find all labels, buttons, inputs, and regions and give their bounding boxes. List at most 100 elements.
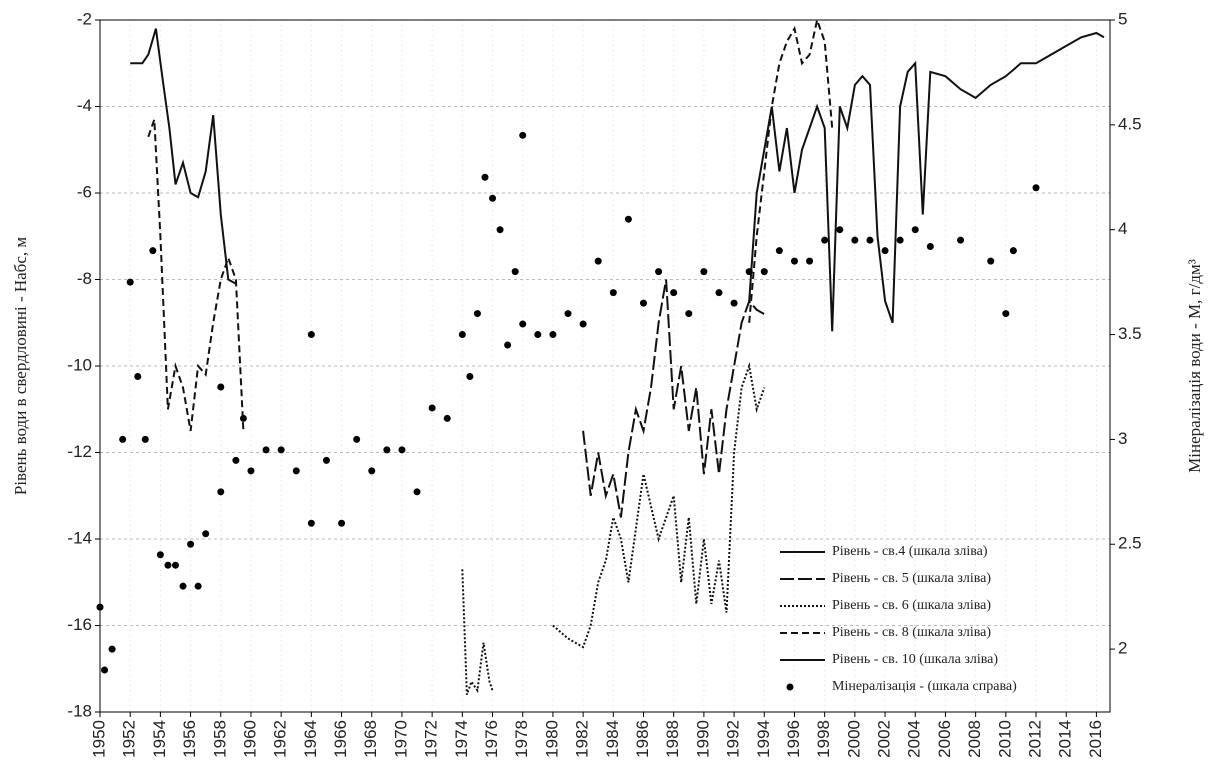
scatter-point	[594, 257, 602, 265]
scatter-point	[428, 404, 436, 412]
y2-tick-label: 5	[1118, 9, 1127, 28]
x-tick-label: 1996	[784, 720, 803, 758]
legend-label: Мінералізація - (шкала справа)	[832, 679, 1017, 694]
y-tick-label: -6	[77, 182, 92, 201]
y-tick-label: -4	[77, 96, 92, 115]
scatter-point	[307, 519, 315, 527]
x-tick-label: 1972	[422, 720, 441, 758]
scatter-point	[496, 226, 504, 234]
x-tick-label: 2002	[875, 720, 894, 758]
x-tick-label: 1986	[633, 720, 652, 758]
y2-tick-label: 2	[1118, 639, 1127, 658]
series-line	[147, 16, 834, 432]
y-tick-label: -14	[67, 528, 92, 547]
x-tick-label: 1968	[361, 720, 380, 758]
y-tick-label: -16	[67, 615, 92, 634]
scatter-point	[1002, 310, 1010, 318]
scatter-point	[911, 226, 919, 234]
x-tick-label: 1962	[271, 720, 290, 758]
x-tick-label: 2014	[1056, 720, 1075, 758]
y2-tick-label: 4	[1118, 219, 1127, 238]
scatter-point	[821, 236, 829, 244]
y-tick-label: -2	[77, 9, 92, 28]
plot-frame	[99, 19, 1111, 713]
scatter-point	[715, 289, 723, 297]
scatter-point	[745, 268, 753, 276]
scatter-point	[368, 467, 376, 475]
scatter-point	[609, 289, 617, 297]
scatter-point	[760, 268, 768, 276]
scatter-point	[247, 467, 255, 475]
x-tick-label: 2008	[965, 720, 984, 758]
scatter-point	[217, 488, 225, 496]
scatter-point	[866, 236, 874, 244]
scatter-point	[926, 242, 934, 250]
scatter-point	[1009, 247, 1017, 255]
y-tick-label: -12	[67, 442, 92, 461]
scatter-point	[549, 331, 557, 339]
scatter-point	[579, 320, 587, 328]
y-tick-label: -10	[67, 355, 92, 374]
legend-label: Рівень - св. 5 (шкала зліва)	[832, 571, 991, 586]
x-tick-label: 1954	[150, 720, 169, 758]
scatter-point	[896, 236, 904, 244]
x-tick-label: 2016	[1086, 720, 1105, 758]
scatter-point	[481, 173, 489, 181]
x-tick-label: 1980	[542, 720, 561, 758]
series-line	[461, 362, 766, 696]
scatter-point	[164, 561, 172, 569]
series-line	[582, 279, 765, 518]
scatter-point	[836, 226, 844, 234]
scatter-point	[624, 215, 632, 223]
x-tick-label: 1978	[512, 720, 531, 758]
scatter-point	[141, 435, 149, 443]
scatter-point	[101, 666, 109, 674]
y2-tick-label: 2.5	[1118, 534, 1142, 553]
scatter-point	[194, 582, 202, 590]
scatter-point	[338, 519, 346, 527]
scatter-point	[775, 247, 783, 255]
y2-tick-label: 3.5	[1118, 324, 1142, 343]
scatter-point	[534, 331, 542, 339]
y-tick-label: -18	[67, 701, 92, 720]
scatter-point	[126, 278, 134, 286]
x-tick-label: 1976	[482, 720, 501, 758]
series-line	[130, 28, 237, 285]
scatter-point	[519, 320, 527, 328]
legend-label: Рівень - св.4 (шкала зліва)	[832, 544, 988, 559]
scatter-point	[262, 446, 270, 454]
scatter-point	[881, 247, 889, 255]
scatter-point	[134, 372, 142, 380]
scatter-point	[473, 310, 481, 318]
legend-swatch	[786, 683, 794, 691]
x-tick-label: 2004	[905, 720, 924, 758]
x-tick-label: 2006	[935, 720, 954, 758]
scatter-point	[685, 310, 693, 318]
scatter-point	[670, 289, 678, 297]
scatter-point	[202, 530, 210, 538]
scatter-point	[277, 446, 285, 454]
legend-label: Рівень - св. 6 (шкала зліва)	[832, 598, 991, 613]
y2-axis-title: Мінералізація води - М, г/дм³	[1185, 259, 1204, 473]
scatter-point	[322, 456, 330, 464]
scatter-point	[179, 582, 187, 590]
scatter-point	[119, 435, 127, 443]
x-tick-label: 1964	[301, 720, 320, 758]
scatter-point	[564, 310, 572, 318]
scatter-point	[398, 446, 406, 454]
scatter-point	[806, 257, 814, 265]
x-tick-label: 1988	[663, 720, 682, 758]
x-tick-label: 1984	[603, 720, 622, 758]
x-tick-label: 1992	[724, 720, 743, 758]
scatter-point	[458, 331, 466, 339]
x-tick-label: 2012	[1026, 720, 1045, 758]
y2-tick-label: 4.5	[1118, 114, 1142, 133]
scatter-point	[489, 194, 497, 202]
legend-label: Рівень - св. 10 (шкала зліва)	[832, 652, 998, 667]
scatter-point	[655, 268, 663, 276]
scatter-point	[639, 299, 647, 307]
x-tick-label: 2010	[995, 720, 1014, 758]
scatter-point	[383, 446, 391, 454]
y-tick-label: -8	[77, 269, 92, 288]
